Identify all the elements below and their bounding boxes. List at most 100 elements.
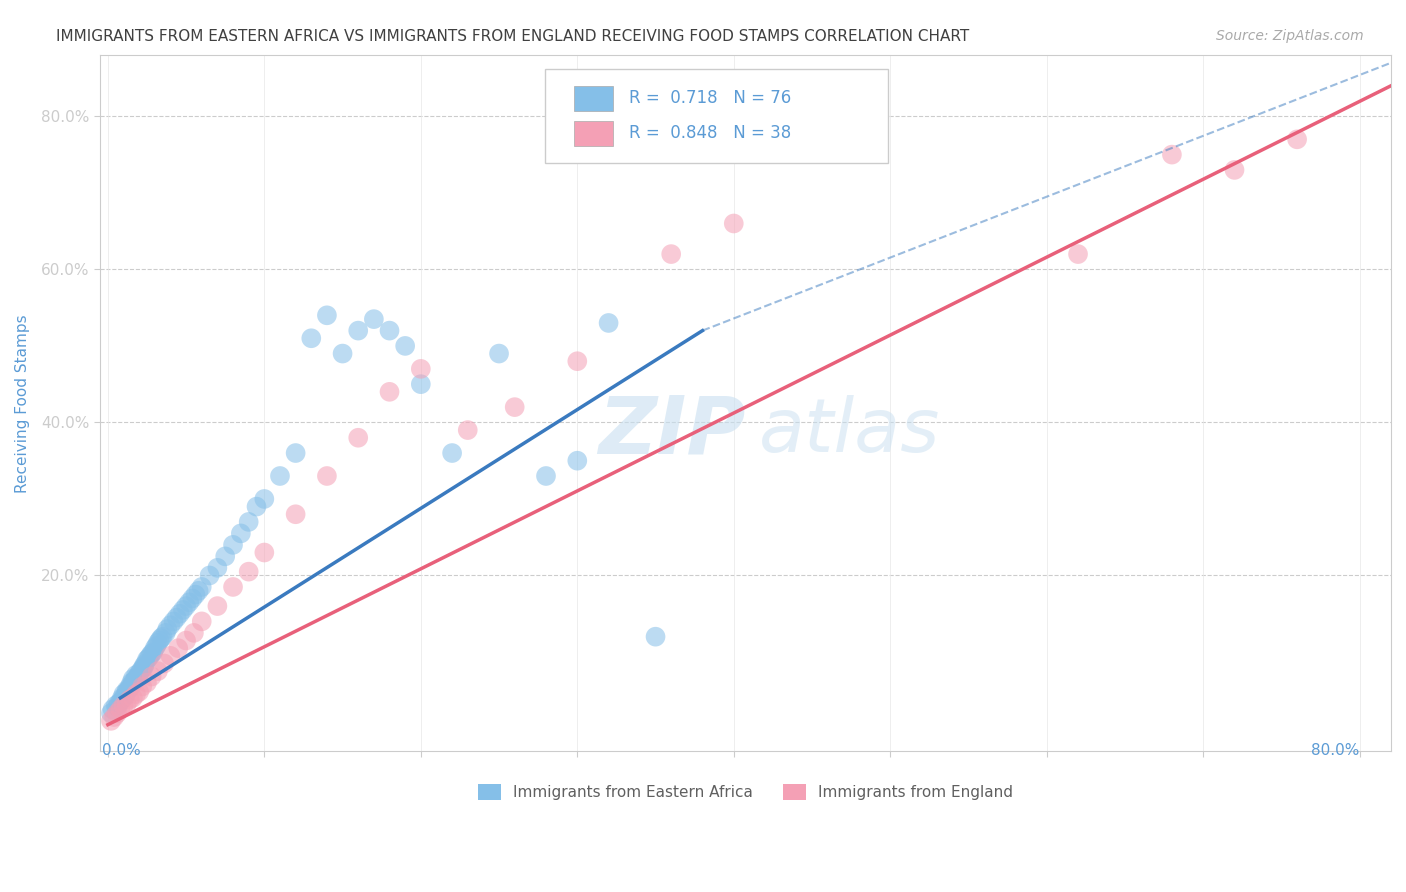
Point bbox=[190, 615, 212, 629]
Point bbox=[299, 331, 322, 345]
Point bbox=[167, 641, 190, 656]
Point bbox=[190, 580, 212, 594]
Point bbox=[238, 515, 260, 529]
Point bbox=[122, 672, 145, 686]
Point bbox=[207, 561, 229, 575]
Point bbox=[159, 648, 181, 663]
Point bbox=[132, 658, 155, 673]
Text: R =  0.718   N = 76: R = 0.718 N = 76 bbox=[630, 89, 792, 107]
Point bbox=[207, 599, 229, 613]
Point bbox=[131, 680, 153, 694]
Point bbox=[644, 630, 666, 644]
Point bbox=[166, 610, 188, 624]
Point bbox=[145, 639, 167, 653]
Point bbox=[269, 469, 291, 483]
Point bbox=[146, 636, 169, 650]
Text: R =  0.848   N = 38: R = 0.848 N = 38 bbox=[630, 124, 792, 142]
Point bbox=[332, 346, 354, 360]
Point bbox=[347, 324, 370, 338]
Point bbox=[156, 622, 179, 636]
Point bbox=[128, 666, 150, 681]
Point bbox=[394, 339, 416, 353]
Point bbox=[183, 625, 205, 640]
Point bbox=[222, 580, 245, 594]
Point bbox=[378, 384, 401, 399]
Point bbox=[169, 607, 191, 621]
Text: atlas: atlas bbox=[758, 395, 939, 467]
Point bbox=[488, 346, 510, 360]
Point bbox=[284, 508, 307, 522]
Point bbox=[112, 690, 135, 705]
Point bbox=[181, 591, 204, 606]
Point bbox=[112, 698, 135, 713]
Point bbox=[534, 469, 557, 483]
Point bbox=[409, 362, 432, 376]
FancyBboxPatch shape bbox=[546, 69, 887, 163]
Point bbox=[122, 690, 145, 705]
Point bbox=[134, 657, 156, 671]
Point bbox=[104, 698, 127, 713]
Point bbox=[198, 568, 221, 582]
Point bbox=[110, 695, 132, 709]
Point bbox=[253, 545, 276, 559]
Point bbox=[105, 706, 128, 721]
Point bbox=[172, 603, 194, 617]
Point bbox=[184, 588, 207, 602]
Point bbox=[107, 696, 129, 710]
Point bbox=[128, 685, 150, 699]
Point bbox=[105, 700, 128, 714]
Point bbox=[316, 469, 339, 483]
Point bbox=[152, 630, 174, 644]
Point bbox=[132, 660, 155, 674]
Point bbox=[347, 431, 370, 445]
Point bbox=[363, 312, 385, 326]
Point bbox=[139, 648, 162, 663]
Text: IMMIGRANTS FROM EASTERN AFRICA VS IMMIGRANTS FROM ENGLAND RECEIVING FOOD STAMPS : IMMIGRANTS FROM EASTERN AFRICA VS IMMIGR… bbox=[56, 29, 970, 44]
Point bbox=[253, 491, 276, 506]
Point bbox=[125, 668, 148, 682]
Point bbox=[129, 664, 152, 678]
Point bbox=[1223, 162, 1246, 177]
Point bbox=[238, 565, 260, 579]
Point bbox=[148, 633, 170, 648]
Point bbox=[120, 680, 142, 694]
Point bbox=[115, 697, 138, 711]
Point bbox=[125, 687, 148, 701]
Y-axis label: Receiving Food Stamps: Receiving Food Stamps bbox=[15, 314, 30, 492]
Point bbox=[120, 675, 142, 690]
Point bbox=[174, 633, 197, 648]
Point bbox=[115, 685, 138, 699]
Text: 80.0%: 80.0% bbox=[1312, 743, 1360, 758]
Point bbox=[378, 324, 401, 338]
Point bbox=[222, 538, 245, 552]
Point bbox=[100, 714, 122, 728]
Point bbox=[179, 595, 201, 609]
Point bbox=[118, 692, 141, 706]
Point bbox=[111, 690, 134, 705]
Point bbox=[136, 653, 159, 667]
Point bbox=[141, 669, 163, 683]
Point bbox=[138, 651, 160, 665]
Text: 0.0%: 0.0% bbox=[101, 743, 141, 758]
Legend: Immigrants from Eastern Africa, Immigrants from England: Immigrants from Eastern Africa, Immigran… bbox=[471, 779, 1019, 806]
Point bbox=[101, 702, 124, 716]
Point bbox=[141, 647, 163, 661]
Point bbox=[503, 400, 526, 414]
Point bbox=[122, 675, 145, 690]
Point bbox=[153, 657, 176, 671]
Point bbox=[115, 683, 138, 698]
Text: ZIP: ZIP bbox=[598, 392, 745, 470]
Point bbox=[131, 662, 153, 676]
Point bbox=[441, 446, 464, 460]
Point bbox=[659, 247, 682, 261]
Point bbox=[143, 641, 166, 656]
Point bbox=[245, 500, 267, 514]
Point bbox=[114, 690, 136, 704]
Point bbox=[127, 669, 149, 683]
FancyBboxPatch shape bbox=[574, 120, 613, 145]
Point bbox=[124, 674, 146, 689]
Point bbox=[162, 615, 184, 629]
Point bbox=[187, 583, 209, 598]
Point bbox=[457, 423, 479, 437]
Point bbox=[155, 625, 177, 640]
